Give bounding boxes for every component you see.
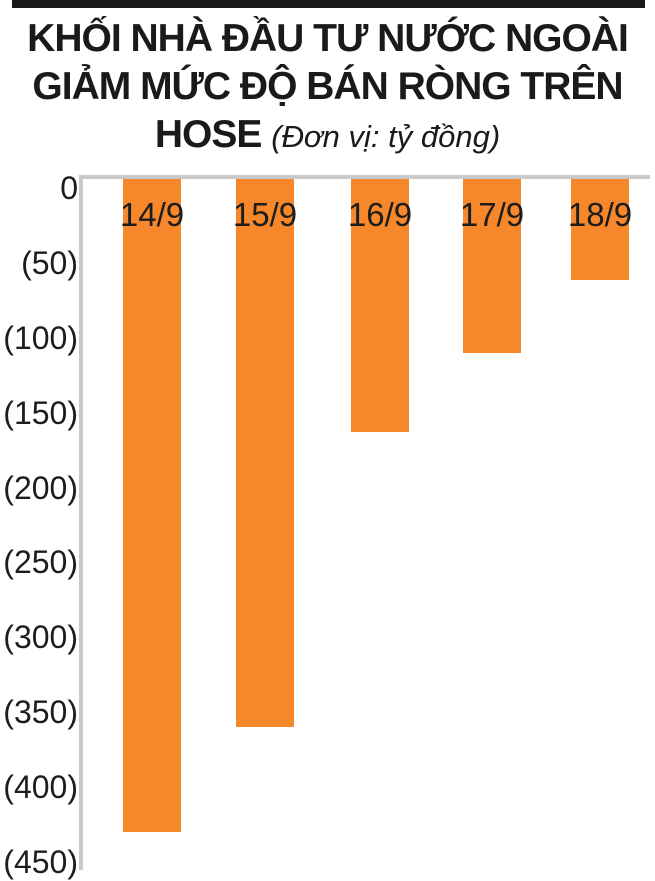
bar-category-label: 17/9 [459, 196, 525, 233]
y-tick-label: (150) [3, 394, 78, 431]
bar-18-9 [571, 179, 629, 280]
y-tick-label: (350) [3, 694, 78, 731]
y-tick-label: 0 [60, 170, 78, 207]
bar-category-label: 15/9 [232, 196, 298, 233]
title-line-3: HOSE (Đơn vị: tỷ đồng) [0, 111, 655, 159]
chart-title: KHỐI NHÀ ĐẦU TƯ NƯỚC NGOÀI GIẢM MỨC ĐỘ B… [0, 15, 655, 159]
y-axis-line [79, 175, 83, 870]
y-tick-label: (100) [3, 319, 78, 356]
unit-label: (Đơn vị: tỷ đồng) [271, 119, 501, 154]
y-tick-label: (250) [3, 544, 78, 581]
title-line-1: KHỐI NHÀ ĐẦU TƯ NƯỚC NGOÀI [27, 17, 629, 60]
bar-14-9 [123, 179, 181, 832]
bar-15-9 [236, 179, 294, 727]
y-tick-label: (300) [3, 619, 78, 656]
bar-category-label: 16/9 [347, 196, 413, 233]
zero-axis-line [79, 175, 650, 179]
y-tick-label: (450) [3, 843, 78, 880]
title-hose: HOSE [154, 113, 263, 156]
y-tick-label: (50) [21, 245, 78, 282]
y-tick-label: (200) [3, 469, 78, 506]
bar-category-label: 18/9 [567, 196, 633, 233]
top-rule [12, 0, 645, 8]
title-line-2: GIẢM MỨC ĐỘ BÁN RÒNG TRÊN [32, 65, 623, 108]
bar-16-9 [351, 179, 409, 433]
bar-17-9 [463, 179, 521, 353]
bar-category-label: 14/9 [119, 196, 185, 233]
y-tick-label: (400) [3, 768, 78, 805]
